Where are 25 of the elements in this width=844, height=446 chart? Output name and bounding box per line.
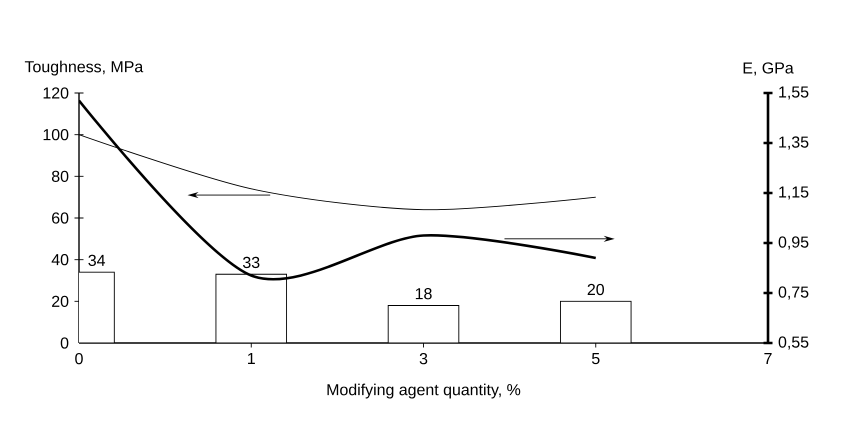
- y-tick-label: 100: [44, 129, 68, 140]
- data-label: 33: [242, 256, 260, 268]
- x-tick-label: 0: [75, 353, 83, 364]
- y-tick-label: 40: [52, 254, 68, 266]
- y-tick-label: 120: [44, 87, 68, 99]
- y2-tick-label: 0,75: [778, 286, 808, 300]
- x-axis-title: Modifying agent quantity, %: [327, 384, 520, 398]
- data-label: 18: [416, 288, 432, 300]
- x-tick-label: 7: [764, 353, 772, 364]
- data-label: 34: [88, 254, 106, 266]
- x-tick-label: 3: [420, 353, 428, 364]
- data-label: 20: [588, 284, 604, 296]
- y-tick-label: 0: [60, 337, 68, 349]
- y2-tick-label: 1,15: [779, 186, 808, 200]
- y2-axis-title: E, GPa: [744, 62, 794, 76]
- x-tick-label: 5: [592, 353, 600, 364]
- y2-tick-label: 1,55: [779, 86, 808, 100]
- y-tick-label: 60: [52, 212, 68, 224]
- y-tick-label: 20: [52, 296, 68, 307]
- y2-tick-label: 1,35: [779, 136, 808, 150]
- y2-tick-label: 0,95: [778, 236, 808, 250]
- x-tick-label: 1: [248, 353, 255, 364]
- y-axis-title: Toughness, MPa: [24, 60, 144, 76]
- y-tick-label: 80: [52, 170, 68, 182]
- y2-tick-label: 0,55: [778, 336, 808, 350]
